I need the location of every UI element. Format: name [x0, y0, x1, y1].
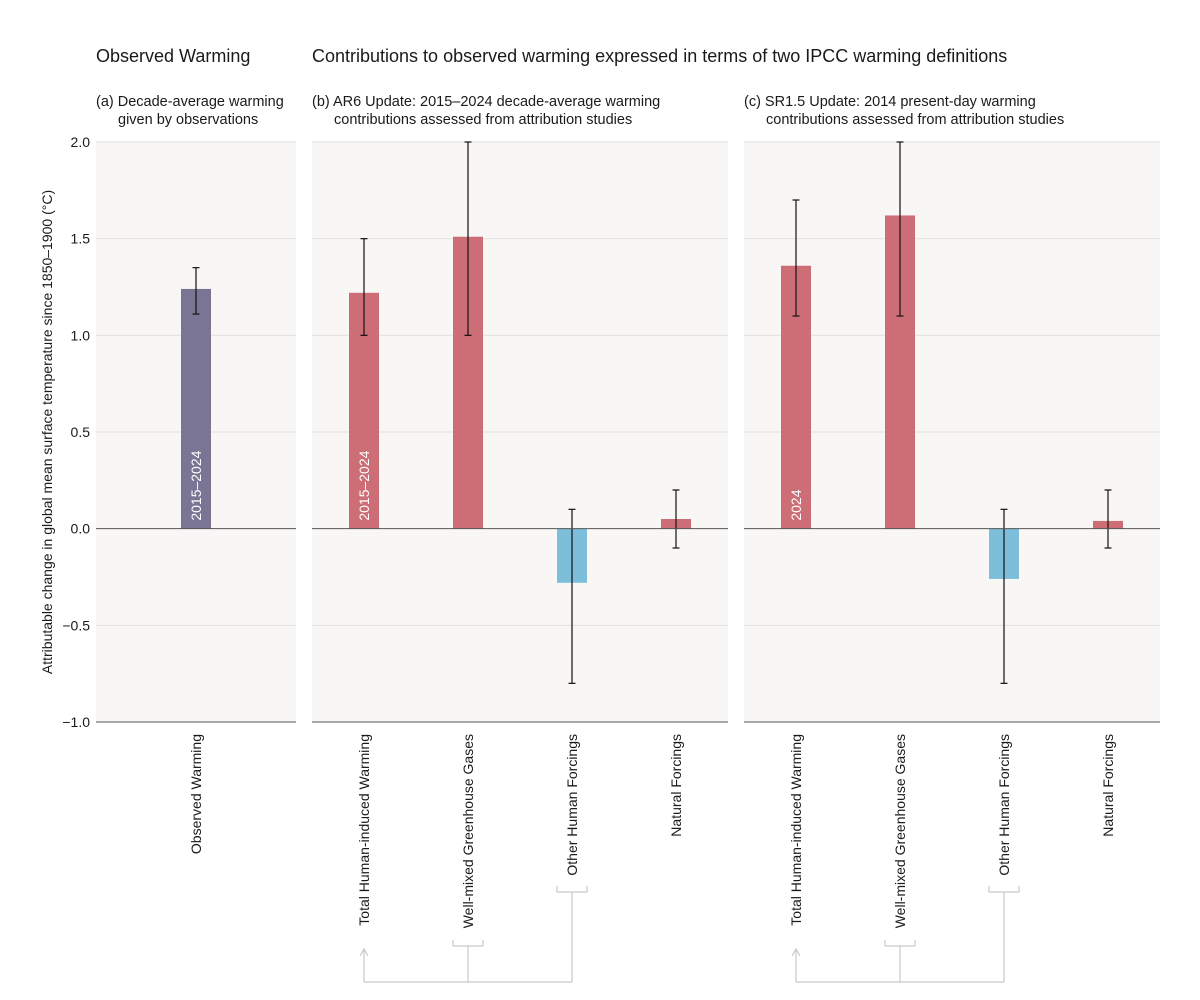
panel-c-title-line: contributions assessed from attribution … [766, 112, 1064, 128]
y-tick-label: −1.0 [62, 714, 90, 730]
y-tick-label: 0.0 [71, 521, 91, 537]
y-axis-label: Attributable change in global mean surfa… [39, 190, 55, 674]
category-label: Other Human Forcings [564, 734, 580, 876]
category-label: Well-mixed Greenhouse Gases [460, 734, 476, 928]
panel-b-title-line: contributions assessed from attribution … [334, 112, 632, 128]
component-brackets [359, 886, 1020, 983]
heading-contributions: Contributions to observed warming expres… [312, 46, 1007, 66]
bar-period-label: 2015–2024 [356, 450, 372, 520]
bar-observed-warming [181, 288, 211, 529]
panel-a: (a) Decade-average warming given by obser… [39, 94, 296, 854]
bar-period-label: 2024 [788, 489, 804, 520]
bar-period-label: 2015–2024 [188, 450, 204, 520]
bracket-arrowhead [791, 947, 801, 957]
category-label: Natural Forcings [1100, 734, 1116, 837]
category-label: Total Human-induced Warming [788, 734, 804, 926]
y-tick-label: 2.0 [71, 134, 91, 150]
category-label: Well-mixed Greenhouse Gases [892, 734, 908, 928]
panel-a-title-line: given by observations [118, 112, 258, 128]
category-label: Natural Forcings [668, 734, 684, 837]
bracket-arrowhead [359, 947, 369, 957]
y-tick-label: 1.0 [71, 327, 91, 343]
panel-b-title-line: (b) AR6 Update: 2015–2024 decade-average… [312, 94, 660, 110]
y-tick-label: 1.5 [71, 231, 91, 247]
category-label: Observed Warming [188, 734, 204, 854]
panel-c-title-line: (c) SR1.5 Update: 2014 present-day warmi… [744, 94, 1036, 110]
y-tick-label: −0.5 [62, 617, 90, 633]
y-tick-label: 0.5 [71, 424, 91, 440]
category-label: Total Human-induced Warming [356, 734, 372, 926]
heading-observed-warming: Observed Warming [96, 46, 250, 66]
panel-b: (b) AR6 Update: 2015–2024 decade-average… [312, 94, 728, 928]
panel-a-title-line: (a) Decade-average warming [96, 94, 284, 110]
panel-c: (c) SR1.5 Update: 2014 present-day warmi… [744, 94, 1160, 928]
category-label: Other Human Forcings [996, 734, 1012, 876]
